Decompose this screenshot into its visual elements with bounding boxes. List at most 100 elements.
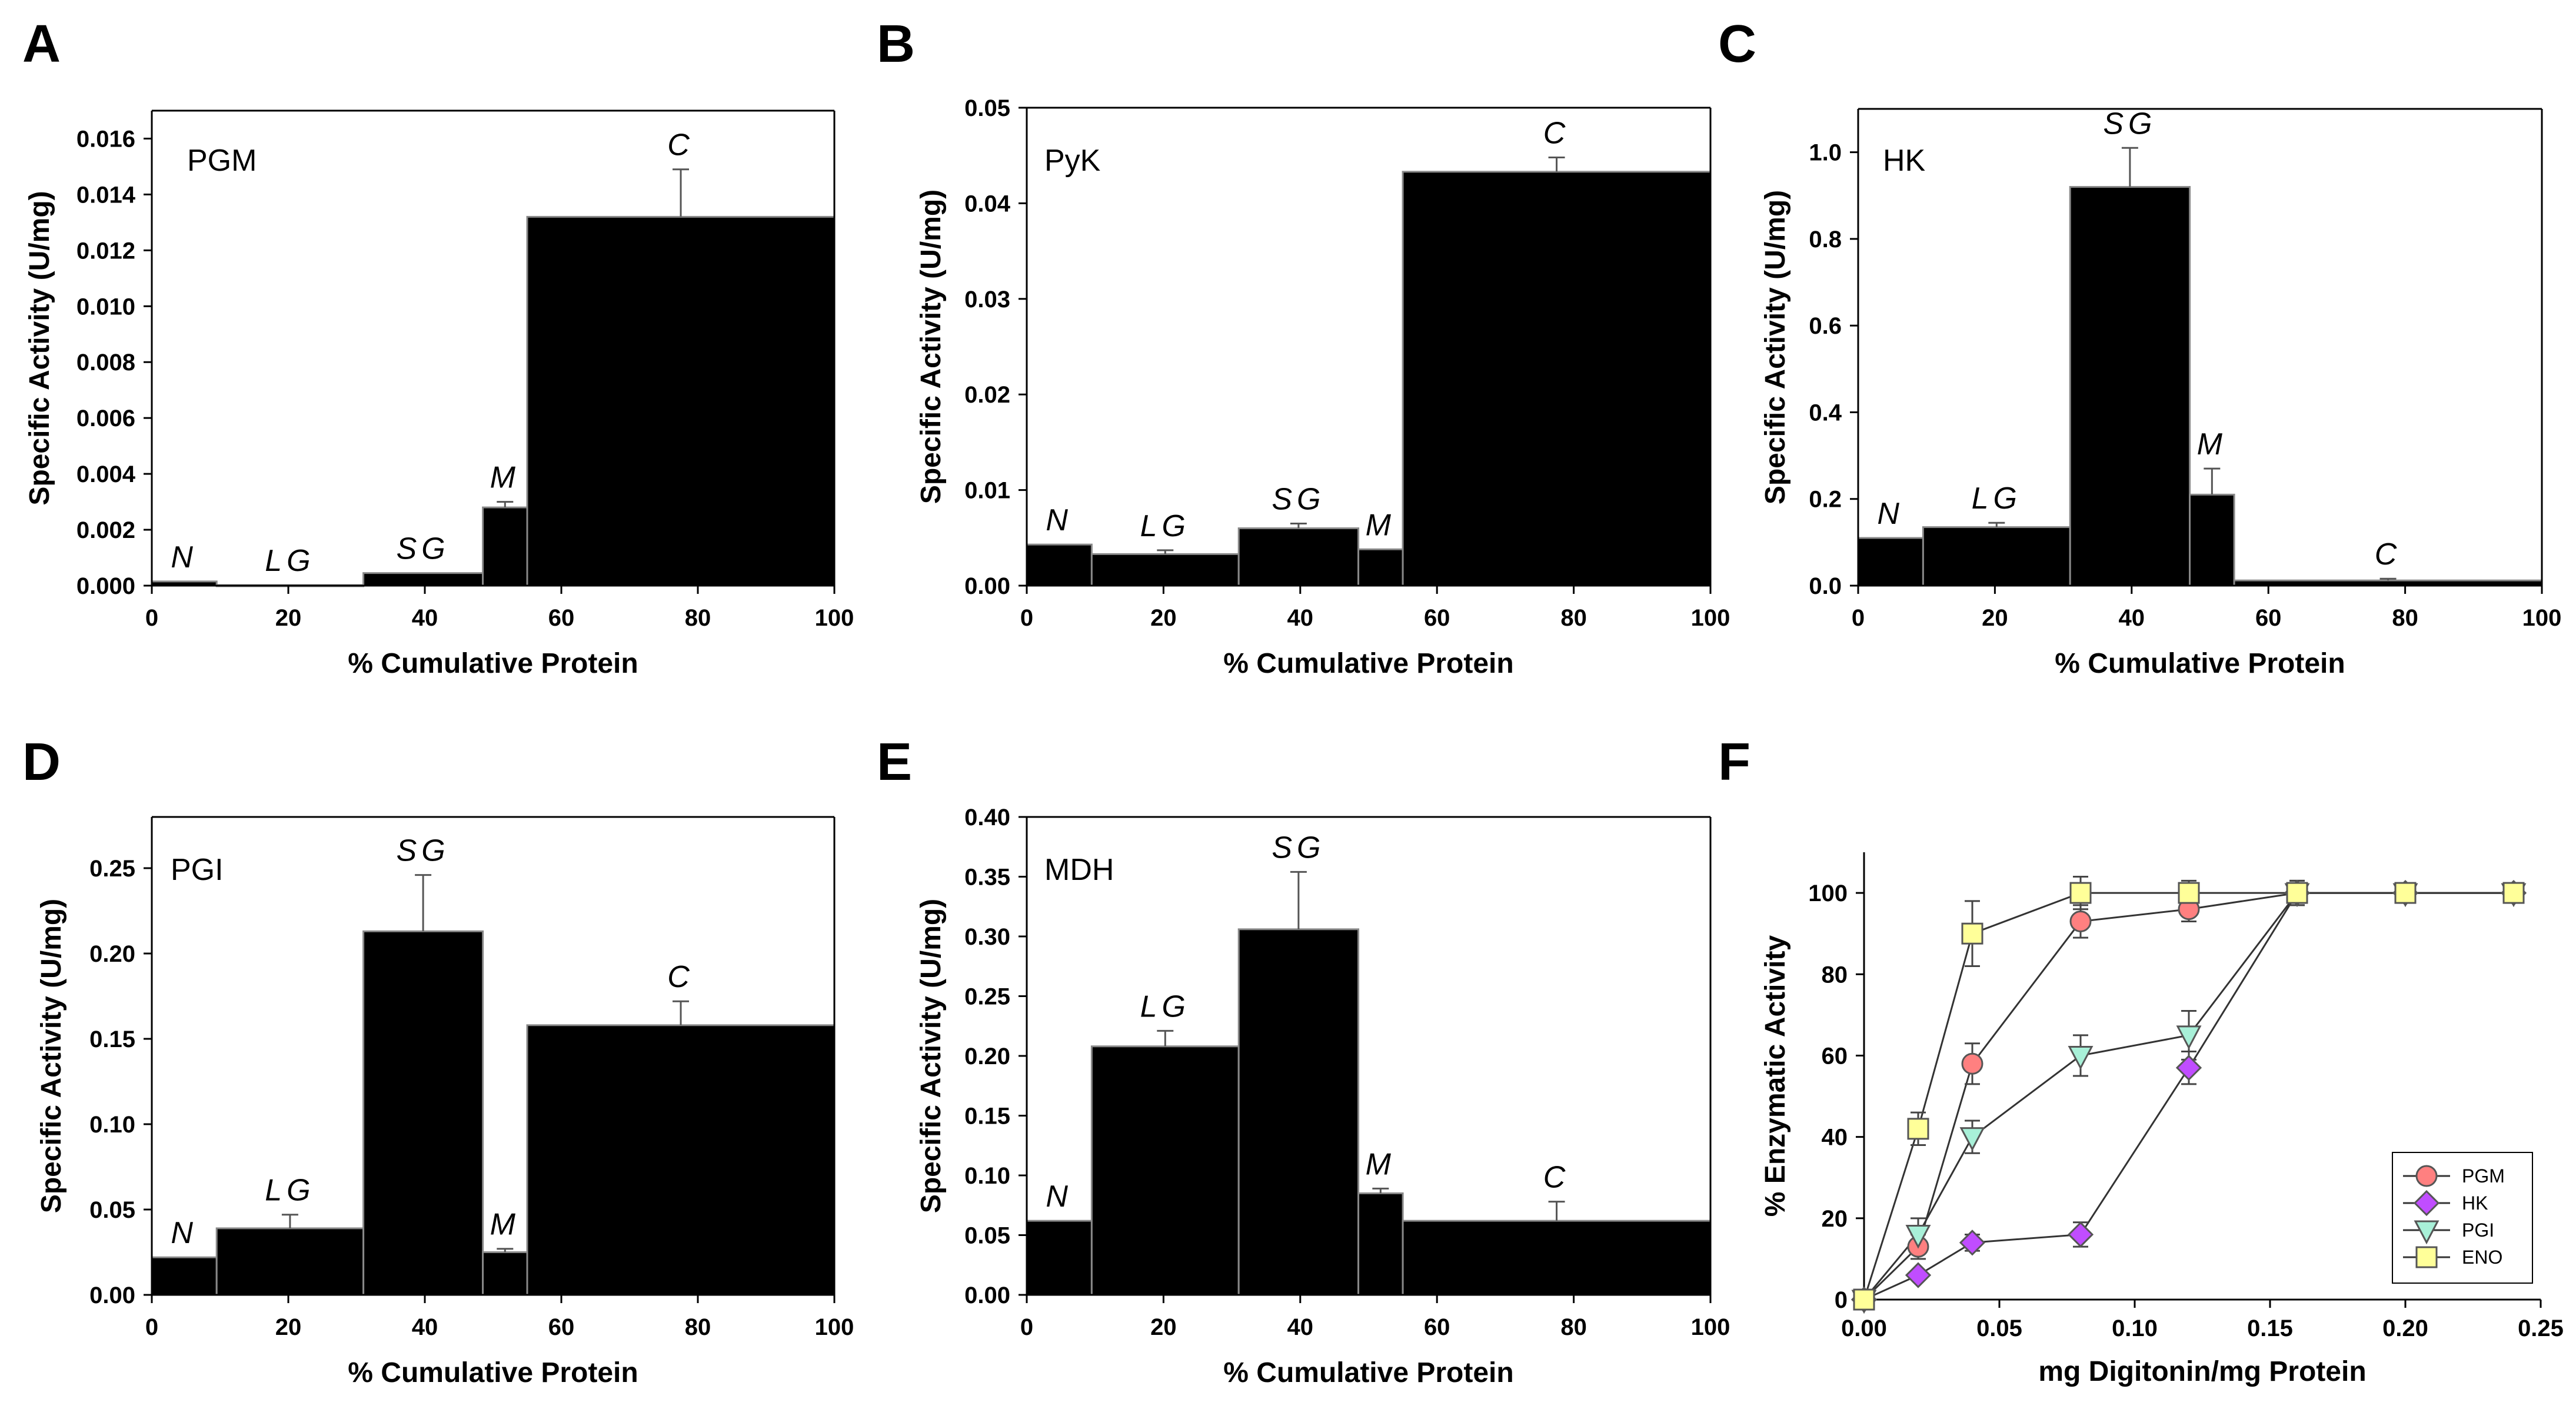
y-tick-label: 0.012 [76, 238, 135, 264]
data-point-hk [2175, 1055, 2202, 1081]
y-tick-label: 0.008 [76, 350, 135, 376]
data-point-hk [2067, 1221, 2094, 1248]
x-tick-label: 20 [1150, 605, 1177, 631]
y-axis-title: Specific Activity (U/mg) [916, 899, 947, 1213]
bar-label-m: M [1366, 508, 1396, 542]
bar-label-sg: SG [1272, 830, 1325, 865]
panel-letter: B [877, 15, 915, 74]
data-point-eno [1961, 922, 1983, 945]
x-tick-label: 100 [815, 1314, 854, 1340]
y-axis-title: Specific Activity (U/mg) [36, 899, 67, 1213]
bar-c [1402, 171, 1712, 587]
bar-lg [1090, 553, 1240, 587]
enzyme-title: PyK [1044, 144, 1101, 178]
bar-n [1857, 537, 1924, 587]
y-tick-label: 0.35 [964, 865, 1010, 891]
y-tick-label: 0.30 [964, 924, 1010, 950]
data-point-pgi [2176, 1025, 2202, 1050]
data-point-eno [2069, 882, 2092, 904]
bar-label-lg: LG [1140, 989, 1190, 1024]
x-tick-label: 40 [2119, 605, 2145, 631]
bar-label-m: M [490, 1208, 520, 1242]
x-tick-label: 60 [548, 1314, 575, 1340]
bar-label-c: C [1543, 116, 1570, 150]
bar-c [526, 215, 836, 587]
y-tick-label: 0.4 [1809, 400, 1842, 426]
bar-label-sg: SG [2103, 107, 2156, 141]
y-tick-label: 0.05 [89, 1197, 135, 1223]
x-tick-label: 100 [2522, 605, 2562, 631]
y-axis-title: Specific Activity (U/mg) [916, 190, 947, 504]
y-tick-label: 0.20 [964, 1044, 1010, 1069]
y-tick-label: 0.006 [76, 406, 135, 431]
y-tick-label: 40 [1822, 1125, 1848, 1151]
bar-lg [1922, 526, 2071, 587]
bar-n [1026, 543, 1093, 587]
y-tick-label: 0.02 [964, 382, 1010, 408]
y-tick-label: 0.014 [76, 182, 136, 208]
panel-b: B PyK N LG SG M C 0 20 40 60 80 100 0.00 0.01 0.02 0.03 0… [877, 15, 1730, 679]
x-tick-label: 100 [815, 605, 854, 631]
x-tick-label: 100 [1691, 605, 1730, 631]
bar-label-n: N [171, 1216, 198, 1250]
x-axis-title: % Cumulative Protein [1223, 1357, 1513, 1388]
x-tick-label: 20 [275, 605, 302, 631]
panel-letter: C [1718, 15, 1756, 74]
y-tick-label: 0.010 [76, 294, 135, 320]
y-tick-label: 0.10 [964, 1163, 1010, 1189]
x-tick-label: 60 [548, 605, 575, 631]
x-tick-label: 0.00 [1841, 1315, 1887, 1341]
bar-sg [1237, 928, 1360, 1296]
y-tick-label: 0.03 [964, 287, 1010, 313]
x-tick-label: 80 [685, 1314, 711, 1340]
data-point-pgi [1905, 1224, 1931, 1249]
y-tick-label: 0.0 [1809, 573, 1842, 599]
panel-d: D PGI N LG SG M C 0 20 40 60 80 100 0.00 0.05 0.10 0.15 0… [22, 733, 854, 1388]
y-tick-label: 0.04 [964, 191, 1011, 217]
panel-letter: E [877, 733, 912, 792]
x-tick-label: 40 [412, 605, 438, 631]
y-axis-title: Specific Activity (U/mg) [1760, 190, 1791, 504]
bar-label-lg: LG [1140, 509, 1190, 543]
panel-letter: D [22, 733, 61, 792]
data-point-eno [2286, 882, 2308, 904]
y-tick-label: 80 [1822, 962, 1848, 988]
bar-label-n: N [1877, 497, 1904, 531]
bar-sg [362, 930, 484, 1296]
y-tick-label: 0.2 [1809, 487, 1842, 513]
legend-label-eno: ENO [2462, 1247, 2502, 1268]
bar-label-c: C [1543, 1161, 1570, 1195]
x-axis-title: % Cumulative Protein [348, 1357, 638, 1388]
legend-label-pgi: PGI [2462, 1220, 2494, 1241]
enzyme-title: PGI [171, 853, 224, 887]
x-tick-label: 0.10 [2112, 1315, 2158, 1341]
x-axis-title: % Cumulative Protein [2055, 648, 2345, 679]
panel-letter: F [1718, 733, 1750, 792]
x-axis-title: % Cumulative Protein [1223, 648, 1513, 679]
y-tick-label: 0.05 [964, 95, 1010, 121]
bar-sg [362, 572, 484, 587]
data-point-eno [2394, 882, 2417, 904]
bar-label-c: C [2375, 537, 2402, 572]
enzyme-title: PGM [187, 144, 257, 178]
data-point-eno [2178, 882, 2200, 904]
legend-marker-pgi [2414, 1220, 2439, 1245]
bar-label-lg: LG [265, 544, 315, 578]
data-point-eno [2502, 882, 2525, 904]
bar-sg [2069, 186, 2191, 587]
data-point-hk [1905, 1262, 1932, 1288]
bar-label-n: N [1046, 1180, 1073, 1214]
data-point-eno [1907, 1118, 1929, 1140]
bar-label-sg: SG [397, 532, 450, 566]
y-tick-label: 0.15 [89, 1026, 135, 1052]
bar-m [1357, 1192, 1404, 1296]
x-tick-label: 0.15 [2247, 1315, 2293, 1341]
x-tick-label: 80 [2392, 605, 2418, 631]
x-tick-label: 40 [1287, 605, 1314, 631]
bar-n [1026, 1220, 1093, 1296]
x-tick-label: 40 [1287, 1314, 1314, 1340]
y-tick-label: 0.01 [964, 478, 1010, 504]
y-tick-label: 1.0 [1809, 140, 1842, 166]
y-tick-label: 0.000 [76, 573, 135, 599]
